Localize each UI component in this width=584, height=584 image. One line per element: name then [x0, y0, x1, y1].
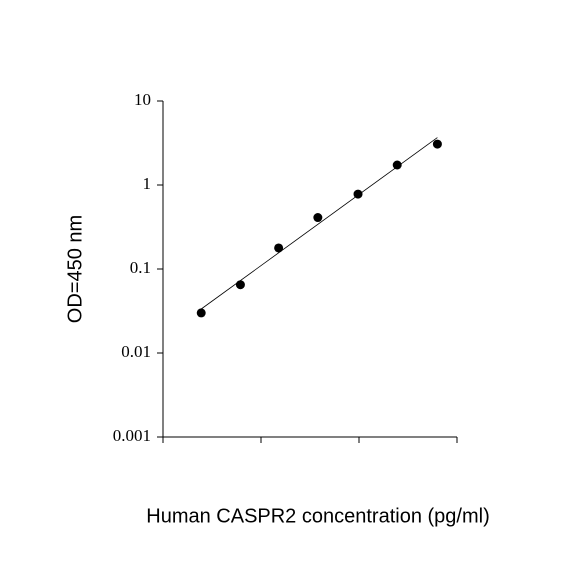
y-tick-label: 10	[134, 90, 151, 109]
y-tick-label: 1	[143, 174, 152, 193]
point	[235, 280, 245, 290]
point	[392, 160, 402, 170]
y-axis-label: OD=450 nm	[64, 215, 86, 323]
point	[432, 139, 442, 149]
y-tick-label: 0.001	[113, 426, 151, 445]
y-tick-label: 0.1	[130, 258, 151, 277]
point	[274, 243, 284, 253]
point	[196, 308, 206, 318]
point	[353, 189, 363, 199]
point	[313, 213, 323, 223]
x-axis-label: Human CASPR2 concentration (pg/ml)	[146, 505, 489, 527]
y-tick-label: 0.01	[121, 342, 151, 361]
